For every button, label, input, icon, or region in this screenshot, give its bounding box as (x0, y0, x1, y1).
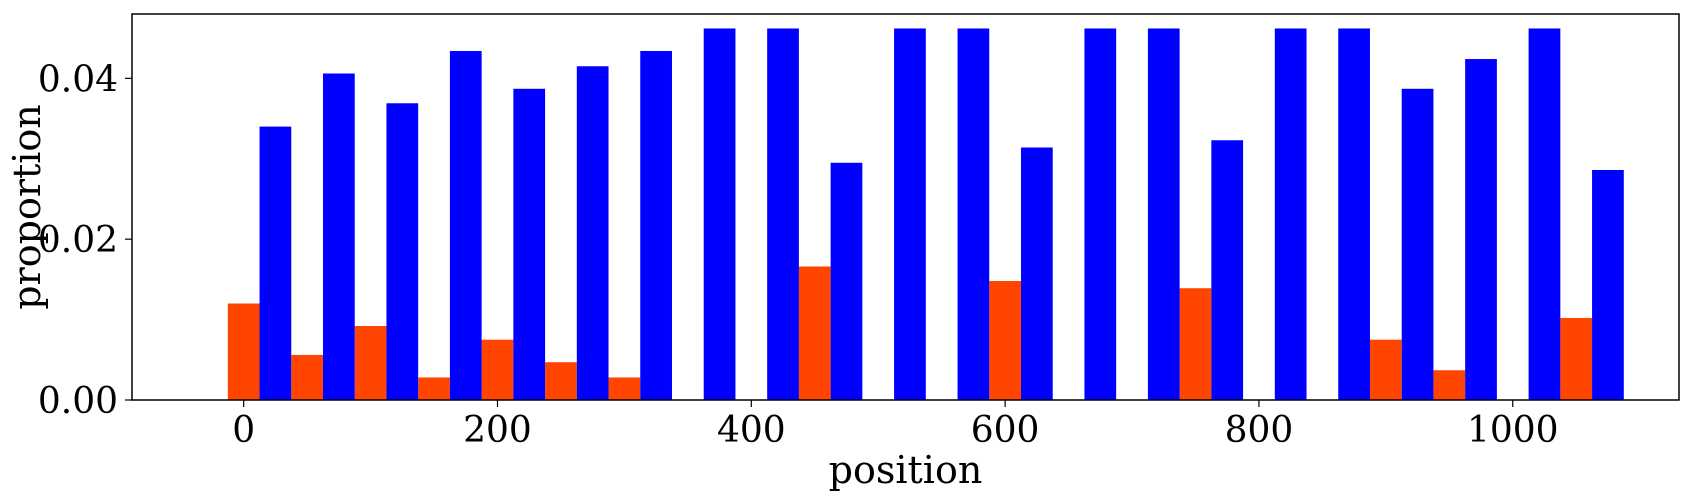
bar-series1-200 (481, 339, 514, 400)
bar-series1-0 (227, 303, 260, 400)
bar-series2-475 (830, 162, 863, 400)
x-tick-label: 800 (1225, 410, 1294, 451)
bar-series2-625 (1020, 147, 1053, 400)
bar-series2-225 (513, 88, 546, 400)
plot-frame (131, 13, 1680, 401)
bar-series1-250 (545, 362, 577, 400)
bar-series2-575 (957, 28, 990, 400)
bar-series2-375 (703, 28, 736, 400)
bar-series1-1050 (1560, 317, 1593, 400)
bars-layer (227, 28, 1624, 401)
y-axis-label: proportion (5, 104, 49, 310)
x-tick-label: 200 (463, 410, 532, 451)
bar-series1-750 (1179, 288, 1212, 400)
bar-series1-450 (798, 266, 831, 400)
x-tick-label: 600 (971, 410, 1040, 451)
bar-series2-825 (1274, 28, 1307, 400)
bar-series2-275 (576, 66, 609, 400)
y-tick-label: 0.04 (38, 59, 118, 100)
bar-series1-50 (291, 354, 323, 400)
bar-series2-725 (1147, 28, 1180, 400)
bar-series2-775 (1211, 140, 1244, 401)
x-axis-label: position (829, 448, 983, 492)
y-tick-label: 0.02 (38, 220, 118, 261)
bar-series2-675 (1084, 28, 1117, 400)
x-tick-label: 400 (717, 410, 786, 451)
bar-series1-600 (989, 280, 1021, 400)
bar-series2-175 (449, 50, 482, 400)
x-tick-label: 1000 (1467, 410, 1559, 451)
bar-series1-950 (1433, 370, 1466, 400)
bar-series2-25 (259, 126, 292, 400)
bar-series1-300 (608, 377, 641, 400)
ticks-layer: 0 200 400 600 800 1000 0.00 0.02 0.04 (38, 59, 1559, 451)
bar-series1-150 (418, 377, 450, 400)
bar-series2-75 (322, 73, 355, 400)
bar-series2-1075 (1592, 170, 1624, 400)
bar-series2-975 (1465, 59, 1497, 401)
bar-series2-125 (386, 103, 419, 400)
bar-series2-1025 (1528, 28, 1561, 400)
bar-series1-100 (354, 326, 387, 400)
bar-series2-325 (640, 50, 672, 400)
bar-series1-900 (1369, 339, 1402, 400)
bar-series2-425 (767, 28, 799, 400)
y-tick-label: 0.00 (38, 381, 118, 422)
bar-series2-525 (894, 28, 926, 400)
bar-series2-925 (1401, 88, 1434, 400)
x-tick-label: 0 (232, 410, 255, 451)
bar-series2-875 (1338, 28, 1370, 400)
